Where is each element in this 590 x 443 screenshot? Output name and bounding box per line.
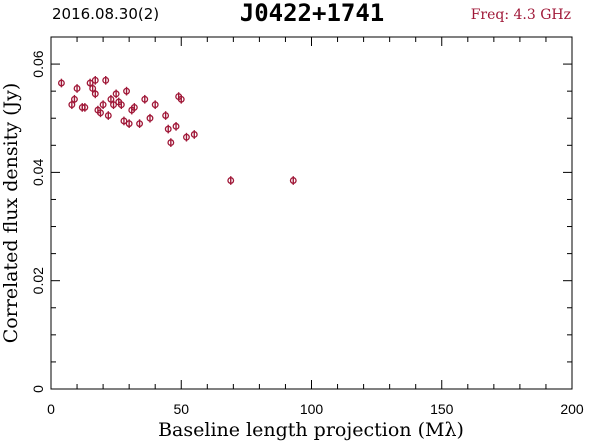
data-point — [104, 111, 112, 120]
data-point — [162, 111, 170, 120]
data-point — [120, 116, 128, 126]
tick-marks — [50, 36, 573, 390]
x-tick-labels: 0 50 100 150 200 — [47, 401, 584, 417]
data-point — [130, 103, 138, 112]
x-tick-label: 0 — [47, 401, 55, 417]
data-point — [183, 132, 190, 142]
y-tick-label: 0 — [30, 385, 46, 393]
data-point — [125, 119, 133, 128]
data-point — [141, 94, 149, 104]
data-point — [89, 84, 97, 93]
data-point — [91, 75, 99, 85]
data-point — [107, 94, 115, 104]
data-point — [70, 94, 78, 104]
x-tick-label: 200 — [560, 401, 584, 417]
data-point — [91, 89, 99, 99]
data-point — [123, 86, 130, 96]
data-point — [164, 124, 172, 134]
data-point — [86, 78, 94, 88]
y-tick-label: 0.06 — [30, 50, 46, 77]
date-label: 2016.08.30(2) — [52, 5, 159, 23]
y-tick-label: 0.04 — [30, 159, 46, 186]
data-point — [172, 122, 180, 131]
data-point — [151, 100, 159, 110]
freq-label: Freq: 4.3 GHz — [471, 7, 571, 23]
data-point — [117, 100, 125, 110]
source-title: J0422+1741 — [240, 0, 385, 27]
y-tick-labels: 0 0.02 0.04 0.06 — [30, 50, 46, 393]
data-point — [136, 119, 144, 128]
x-axis-label: Baseline length projection (Mλ) — [158, 419, 464, 441]
data-point — [57, 78, 65, 88]
y-axis-label: Correlated flux density (Jy) — [0, 83, 22, 344]
data-point — [68, 100, 76, 110]
data-point — [190, 130, 198, 139]
data-point — [177, 94, 185, 104]
data-point — [97, 108, 104, 118]
x-tick-label: 50 — [173, 401, 189, 417]
data-point — [99, 100, 107, 110]
data-point — [81, 103, 89, 112]
x-tick-label: 100 — [300, 401, 324, 417]
data-point — [227, 176, 235, 185]
y-tick-label: 0.02 — [30, 267, 46, 294]
data-point — [112, 89, 120, 99]
data-point — [289, 176, 297, 185]
data-point — [167, 138, 175, 147]
data-point — [146, 113, 154, 123]
data-point — [73, 84, 81, 93]
data-point — [102, 75, 110, 85]
data-points — [57, 75, 297, 185]
data-point — [110, 100, 117, 110]
x-tick-label: 150 — [430, 401, 454, 417]
